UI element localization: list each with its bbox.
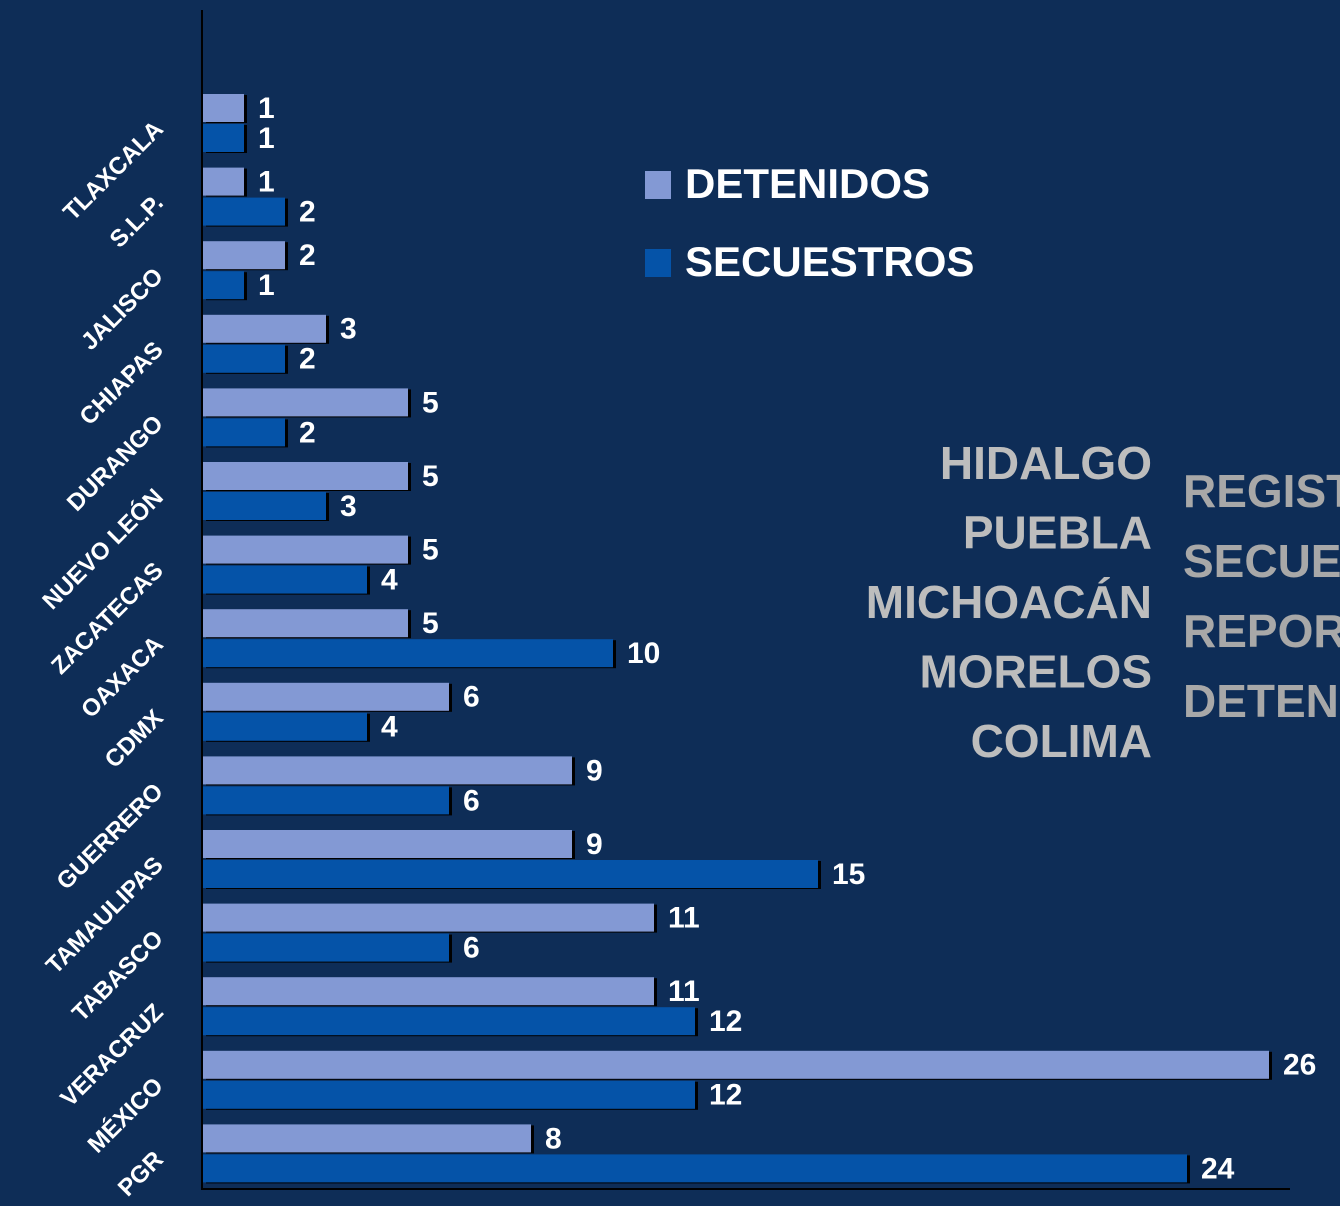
bar	[203, 609, 408, 638]
bar	[203, 124, 244, 152]
value-label: 1	[258, 92, 275, 125]
annotation: HIDALGO	[940, 437, 1152, 489]
bar	[203, 314, 326, 343]
bar	[203, 1080, 695, 1109]
bar	[203, 1050, 1269, 1079]
bar	[203, 344, 285, 373]
value-label: 3	[340, 490, 357, 523]
annotation: MICHOACÁN	[866, 576, 1152, 628]
value-label: 5	[422, 607, 439, 640]
bar	[203, 565, 367, 594]
side-text: REPORT	[1183, 605, 1340, 657]
value-label: 5	[422, 386, 439, 419]
value-label: 10	[627, 637, 660, 670]
bar	[203, 1124, 531, 1153]
value-label: 6	[463, 681, 480, 714]
bar	[203, 1154, 1187, 1183]
value-label: 5	[422, 460, 439, 493]
value-label: 6	[463, 784, 480, 817]
value-label: 4	[381, 564, 398, 597]
side-text: DETENI	[1183, 675, 1340, 727]
bar	[203, 712, 367, 741]
bar	[203, 639, 613, 668]
bar	[203, 903, 654, 932]
value-label: 9	[586, 754, 603, 787]
value-label: 5	[422, 534, 439, 567]
legend-swatch	[645, 249, 671, 277]
bar	[203, 388, 408, 417]
legend-label: DETENIDOS	[685, 160, 930, 207]
value-label: 1	[258, 269, 275, 302]
value-label: 11	[668, 975, 700, 1008]
value-label: 2	[299, 239, 316, 272]
value-label: 12	[709, 1005, 742, 1038]
bar	[203, 197, 285, 226]
value-label: 4	[381, 711, 398, 744]
value-label: 2	[299, 343, 316, 376]
value-label: 1	[258, 166, 275, 199]
bar	[203, 418, 285, 447]
bar	[203, 830, 572, 858]
value-label: 8	[545, 1122, 562, 1155]
annotation: PUEBLA	[963, 507, 1152, 559]
bar	[203, 1007, 695, 1036]
bar	[203, 756, 572, 785]
bar	[203, 241, 285, 270]
value-label: 3	[340, 313, 357, 346]
bar	[203, 462, 408, 490]
value-label: 2	[299, 196, 316, 229]
bar	[203, 492, 326, 520]
bar	[203, 860, 818, 888]
legend-swatch	[645, 171, 671, 199]
bar	[203, 271, 244, 300]
bar	[203, 167, 244, 196]
bar	[203, 933, 449, 962]
value-label: 15	[832, 858, 865, 891]
value-label: 9	[586, 828, 603, 861]
bar	[203, 786, 449, 815]
bar	[203, 682, 449, 711]
value-label: 11	[668, 902, 700, 935]
value-label: 2	[299, 416, 316, 449]
side-text: SECUES	[1183, 535, 1340, 587]
side-text: REGIST	[1183, 465, 1340, 517]
value-label: 6	[463, 932, 480, 965]
legend-label: SECUESTROS	[685, 238, 974, 285]
bar	[203, 94, 244, 122]
bar	[203, 535, 408, 564]
bar	[203, 977, 654, 1006]
value-label: 24	[1201, 1152, 1235, 1185]
annotation: MORELOS	[919, 646, 1152, 698]
value-label: 1	[258, 122, 275, 155]
annotation: COLIMA	[971, 715, 1152, 767]
value-label: 12	[709, 1079, 742, 1112]
value-label: 26	[1283, 1049, 1316, 1082]
